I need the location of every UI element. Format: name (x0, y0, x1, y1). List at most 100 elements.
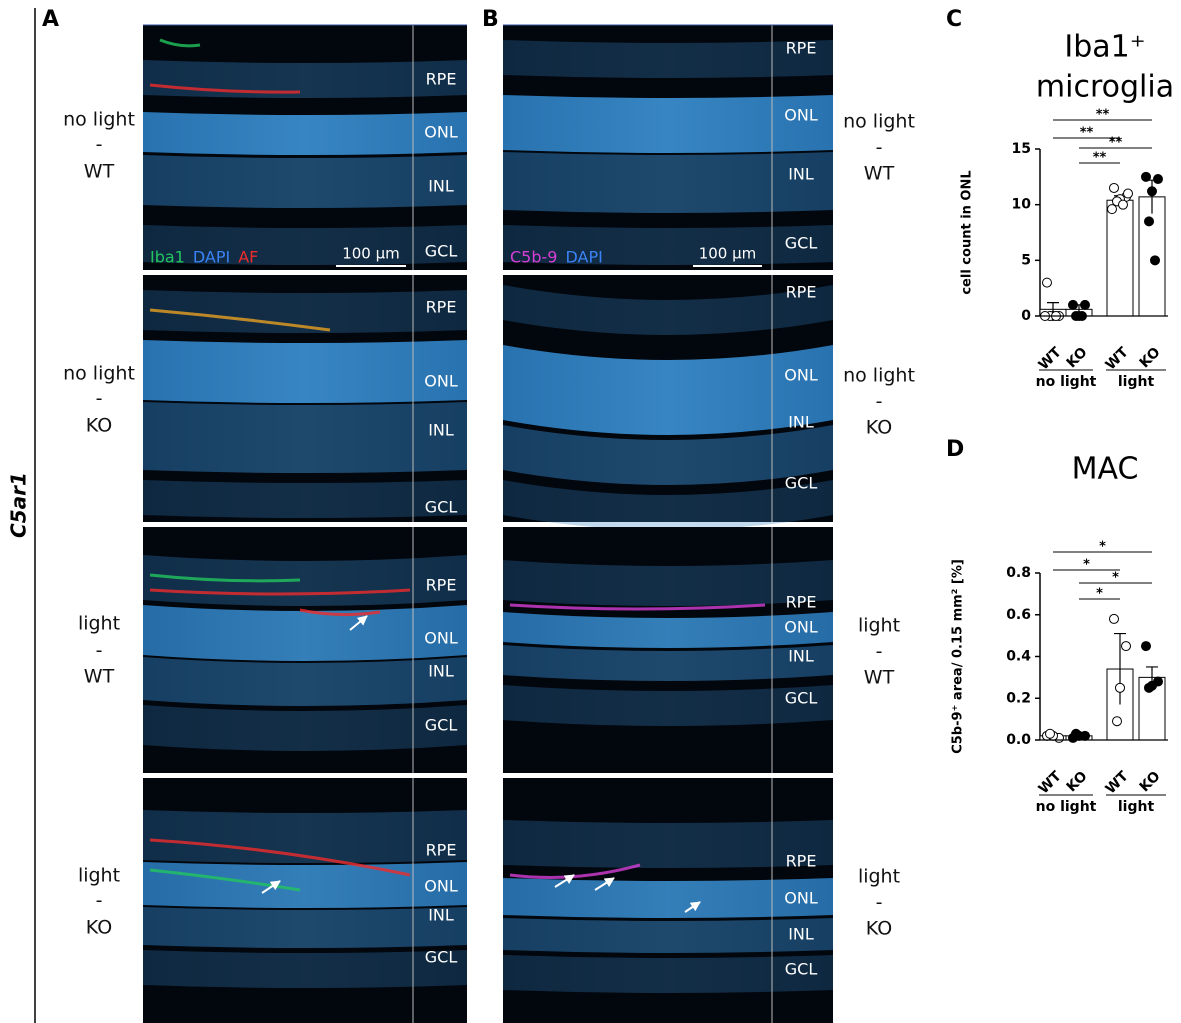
layer-label: INL (428, 662, 454, 681)
data-point (1109, 613, 1119, 624)
panel-letter: B (482, 7, 499, 32)
x-tick-label: KO (1137, 768, 1164, 795)
data-point (1121, 641, 1131, 652)
data-point (1080, 299, 1090, 310)
data-point (1042, 277, 1052, 288)
data-point (1112, 716, 1122, 727)
group-label: light (1118, 374, 1155, 390)
condition-label: no light (843, 111, 915, 133)
tissue-layer (503, 955, 833, 993)
tissue-layer (143, 60, 467, 98)
tissue-layer (503, 480, 833, 530)
condition-label: WT (864, 163, 895, 185)
data-point (1107, 204, 1117, 215)
group-label: light (1118, 799, 1155, 815)
scale-bar-label: 100 µm (342, 245, 400, 263)
legend-entry: AF (238, 248, 258, 267)
layer-label: GCL (785, 689, 818, 708)
tissue-layer (503, 560, 833, 606)
tissue-layer (503, 95, 833, 153)
y-tick-label: 0 (1021, 308, 1031, 324)
x-tick-label: WT (1103, 344, 1132, 373)
data-point (1147, 186, 1157, 197)
tissue-layer (143, 340, 467, 403)
tissue-layer (143, 402, 467, 473)
layer-label: ONL (784, 106, 818, 125)
layer-label: GCL (425, 498, 458, 517)
arrow (349, 615, 368, 631)
layer-label: GCL (425, 716, 458, 735)
condition-label: WT (84, 161, 115, 183)
condition-label: - (96, 134, 103, 156)
tissue-layer (503, 285, 833, 335)
data-point (1153, 174, 1163, 185)
stain (149, 308, 331, 332)
condition-label: light (78, 613, 120, 635)
layer-label: ONL (784, 618, 818, 637)
tissue-layer (143, 907, 467, 948)
stain (149, 573, 301, 583)
y-axis-label: C5b-9⁺ area/ 0.15 mm² [%] (951, 559, 966, 754)
layer-label: INL (788, 925, 814, 944)
tissue-layer (503, 612, 833, 648)
gene-label: C5ar1 (7, 472, 31, 538)
stain (509, 863, 641, 879)
condition-label: - (96, 388, 103, 410)
tissue-layer (143, 705, 467, 751)
layer-label: ONL (784, 366, 818, 385)
data-point (1118, 199, 1128, 210)
tissue-layer (143, 555, 467, 606)
tissue-layer (143, 605, 467, 661)
data-point (1115, 682, 1125, 693)
layer-label: INL (428, 421, 454, 440)
significance-label: ** (1080, 126, 1094, 141)
condition-label: KO (86, 917, 112, 939)
condition-label: - (876, 137, 883, 159)
significance-label: * (1096, 587, 1103, 602)
y-tick-label: 0.2 (1006, 690, 1031, 706)
layer-label: GCL (785, 234, 818, 253)
y-tick-label: 0.8 (1006, 565, 1031, 581)
layer-label: INL (788, 413, 814, 432)
arrow (261, 880, 281, 894)
tissue-layer (503, 152, 833, 213)
layer-label: RPE (426, 298, 457, 317)
panel-letter: D (946, 437, 964, 462)
stain (149, 588, 411, 596)
scale-bar-label: 100 µm (699, 245, 757, 263)
tissue-layer (503, 685, 833, 726)
legend-entry: DAPI (565, 248, 602, 267)
stain (509, 603, 766, 611)
condition-label: no light (63, 363, 135, 385)
stain (299, 608, 381, 617)
y-tick-label: 10 (1012, 197, 1032, 213)
tissue-layer (503, 645, 833, 681)
stain (159, 38, 201, 48)
condition-label: - (876, 641, 883, 663)
layer-label: ONL (424, 123, 458, 142)
significance-label: ** (1096, 108, 1110, 123)
layer-label: RPE (786, 39, 817, 58)
x-tick-label: KO (1064, 344, 1091, 371)
panel-letter: A (42, 7, 59, 32)
x-tick-label: KO (1137, 344, 1164, 371)
condition-label: no light (63, 109, 135, 131)
data-point (1141, 171, 1151, 182)
stain (149, 838, 411, 877)
layer-label: INL (788, 165, 814, 184)
chart-title: MAC (1072, 452, 1139, 487)
condition-label: WT (864, 667, 895, 689)
data-point (1045, 728, 1055, 739)
stain (149, 83, 301, 94)
condition-label: light (858, 866, 900, 888)
condition-label: WT (84, 666, 115, 688)
tissue-layer (143, 480, 467, 518)
layer-label: INL (428, 177, 454, 196)
tissue-layer (503, 425, 833, 485)
tissue-layer (503, 345, 833, 435)
layer-label: GCL (425, 242, 458, 261)
legend-entry: DAPI (193, 248, 230, 267)
group-label: no light (1036, 374, 1097, 390)
tissue-layer (143, 112, 467, 155)
